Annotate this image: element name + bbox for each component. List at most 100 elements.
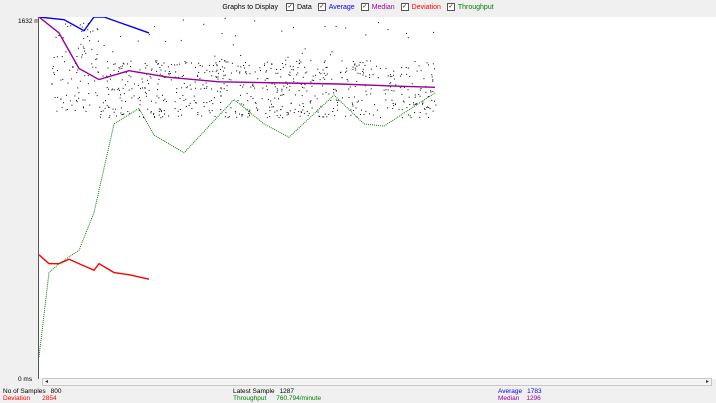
data-point	[244, 67, 246, 69]
data-point	[152, 113, 154, 115]
legend-data-toggle[interactable]: ✓ Data	[285, 3, 312, 11]
data-point	[243, 104, 245, 106]
data-point	[322, 116, 324, 118]
data-point	[434, 100, 436, 102]
data-point	[182, 19, 184, 21]
data-point	[52, 65, 54, 67]
data-point	[158, 63, 160, 65]
legend-throughput-toggle[interactable]: ✓ Throughput	[446, 3, 494, 11]
data-point	[226, 89, 228, 91]
data-point	[163, 62, 165, 64]
data-point	[87, 75, 89, 77]
data-point	[419, 89, 421, 91]
data-point	[225, 61, 227, 63]
data-point	[311, 79, 313, 81]
scroll-right-arrow-icon[interactable]: ▸	[705, 379, 709, 385]
data-point	[370, 88, 372, 90]
data-point	[53, 72, 55, 74]
data-point	[204, 72, 206, 74]
data-point	[94, 80, 96, 82]
data-point	[155, 61, 157, 63]
data-point	[430, 90, 432, 92]
scroll-left-arrow-icon[interactable]: ◂	[44, 379, 48, 385]
data-point	[363, 113, 365, 115]
data-point	[294, 108, 296, 110]
data-point	[113, 69, 115, 71]
legend-deviation-toggle[interactable]: ✓ Deviation	[400, 3, 441, 11]
data-point	[88, 93, 90, 95]
horizontal-scrollbar[interactable]: ◂ ▸	[42, 378, 712, 386]
data-point	[219, 68, 221, 70]
data-point	[294, 94, 296, 96]
data-point	[271, 63, 273, 65]
data-point	[239, 71, 241, 73]
data-point	[431, 99, 433, 101]
data-point	[389, 76, 391, 78]
data-point	[414, 103, 416, 105]
data-point	[119, 89, 121, 91]
data-point	[399, 86, 401, 88]
data-point	[118, 67, 120, 69]
data-point	[324, 60, 326, 62]
data-point	[270, 100, 272, 102]
data-point	[157, 89, 159, 91]
legend-median-toggle[interactable]: ✓ Median	[360, 3, 395, 11]
data-point	[292, 27, 294, 29]
data-point	[264, 79, 266, 81]
data-point	[262, 87, 264, 89]
data-point	[252, 85, 254, 87]
data-point	[150, 77, 152, 79]
data-point	[243, 84, 245, 86]
data-point	[96, 95, 98, 97]
data-point	[199, 65, 201, 67]
data-point	[344, 71, 346, 73]
data-point	[418, 93, 420, 95]
data-point	[274, 86, 276, 88]
data-point	[240, 103, 242, 105]
data-checkbox[interactable]: ✓	[285, 3, 294, 11]
data-point	[206, 69, 208, 71]
data-point	[266, 117, 268, 119]
data-point	[157, 83, 159, 85]
data-point	[324, 78, 326, 80]
average-checkbox[interactable]: ✓	[317, 3, 326, 11]
legend-average-toggle[interactable]: ✓ Average	[317, 3, 355, 11]
data-point	[164, 98, 166, 100]
data-point	[160, 111, 162, 113]
data-point	[70, 78, 72, 80]
data-point	[201, 65, 203, 67]
data-point	[335, 90, 337, 92]
data-point	[128, 75, 130, 77]
data-point	[281, 30, 283, 32]
data-point	[174, 64, 176, 66]
data-point	[56, 56, 58, 58]
data-point	[259, 67, 261, 69]
data-point	[276, 115, 278, 117]
data-point	[364, 85, 366, 87]
data-point	[58, 35, 60, 37]
data-point	[314, 95, 316, 97]
data-point	[81, 54, 83, 56]
data-point	[195, 66, 197, 68]
data-point	[123, 113, 125, 115]
data-point	[351, 102, 353, 104]
data-point	[296, 74, 298, 76]
data-point	[409, 115, 411, 117]
data-points-group	[51, 17, 437, 119]
data-point	[239, 94, 241, 96]
data-point	[274, 111, 276, 113]
data-point	[146, 64, 148, 66]
deviation-checkbox[interactable]: ✓	[400, 3, 409, 11]
data-point	[287, 56, 289, 58]
data-point	[227, 117, 229, 119]
data-point	[334, 88, 336, 90]
data-point	[120, 94, 122, 96]
data-point	[224, 60, 226, 62]
data-point	[395, 84, 397, 86]
data-point	[163, 110, 165, 112]
median-checkbox[interactable]: ✓	[360, 3, 369, 11]
throughput-checkbox[interactable]: ✓	[446, 3, 455, 11]
data-point	[432, 79, 434, 81]
data-point	[401, 109, 403, 111]
data-point	[269, 106, 271, 108]
